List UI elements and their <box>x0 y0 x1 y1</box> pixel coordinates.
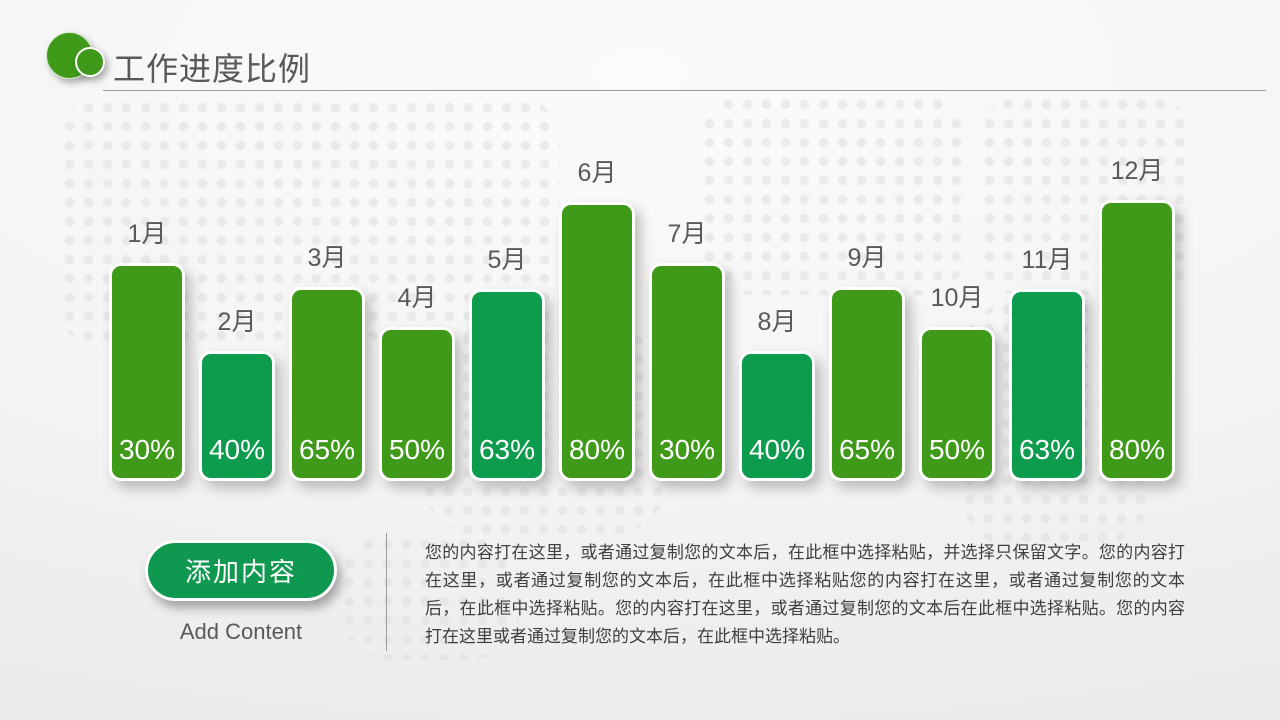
bar-value-label: 63% <box>1018 434 1076 465</box>
bar-2: 40% <box>199 351 275 481</box>
chart-column: 10月 50% <box>912 95 1002 481</box>
bar-6: 80% <box>559 202 635 481</box>
bar-month-label: 10月 <box>930 284 984 312</box>
bar-month-label: 5月 <box>487 246 527 274</box>
bar-11: 63% <box>1009 289 1085 481</box>
chart-column: 3月 65% <box>282 95 372 481</box>
bar-value-label: 63% <box>478 434 536 465</box>
double-circle-logo-icon <box>46 30 116 90</box>
bar-month-label: 11月 <box>1021 246 1073 274</box>
bar-month-label: 2月 <box>217 308 257 336</box>
bar-1: 30% <box>109 263 185 481</box>
bar-value-label: 40% <box>748 434 806 465</box>
vertical-divider <box>386 533 387 651</box>
bar-9: 65% <box>829 287 905 481</box>
placeholder-body-text: 您的内容打在这里，或者通过复制您的文本后，在此框中选择粘贴，并选择只保留文字。您… <box>425 543 1185 646</box>
header-divider <box>103 90 1266 91</box>
bar-4: 50% <box>379 327 455 481</box>
chart-column: 1月 30% <box>102 95 192 481</box>
chart-column: 6月 80% <box>552 95 642 481</box>
chart-column: 8月 40% <box>732 95 822 481</box>
bar-value-label: 40% <box>208 434 266 465</box>
bar-value-label: 65% <box>298 434 356 465</box>
chart-column: 5月 63% <box>462 95 552 481</box>
bar-month-label: 9月 <box>847 244 887 272</box>
bar-value-label: 50% <box>928 434 986 465</box>
bar-value-label: 50% <box>388 434 446 465</box>
bar-month-label: 12月 <box>1110 157 1164 185</box>
bar-8: 40% <box>739 351 815 481</box>
page-title: 工作进度比例 <box>113 51 312 87</box>
slide-header: 工作进度比例 <box>0 0 1280 92</box>
bar-3: 65% <box>289 287 365 481</box>
bar-value-label: 80% <box>1108 434 1166 465</box>
chart-column: 2月 40% <box>192 95 282 481</box>
bar-value-label: 30% <box>658 434 716 465</box>
bar-month-label: 3月 <box>307 244 347 272</box>
bar-month-label: 6月 <box>577 159 617 187</box>
chart-column: 4月 50% <box>372 95 462 481</box>
bar-month-label: 4月 <box>397 284 437 312</box>
bar-5: 63% <box>469 289 545 481</box>
bar-12: 80% <box>1099 200 1175 481</box>
bar-value-label: 30% <box>118 434 176 465</box>
bar-7: 30% <box>649 263 725 481</box>
logo-circle-small <box>75 47 105 77</box>
chart-column: 12月 80% <box>1092 95 1182 481</box>
add-content-subtitle: Add Content <box>179 619 303 644</box>
bar-month-label: 7月 <box>667 220 707 248</box>
bar-value-label: 65% <box>838 434 896 465</box>
bar-10: 50% <box>919 327 995 481</box>
bar-value-label: 80% <box>568 434 626 465</box>
chart-column: 9月 65% <box>822 95 912 481</box>
chart-column: 11月 63% <box>1002 95 1092 481</box>
bar-month-label: 1月 <box>127 220 167 248</box>
chart-column: 7月 30% <box>642 95 732 481</box>
bar-month-label: 8月 <box>757 308 797 336</box>
bar-chart: 1月 30% 2月 40% 3月 65% 4月 50% 5月 63% 6月 80% 7月 30% 8月 40%… <box>102 95 1182 481</box>
add-content-button[interactable]: 添加内容 <box>145 540 337 601</box>
